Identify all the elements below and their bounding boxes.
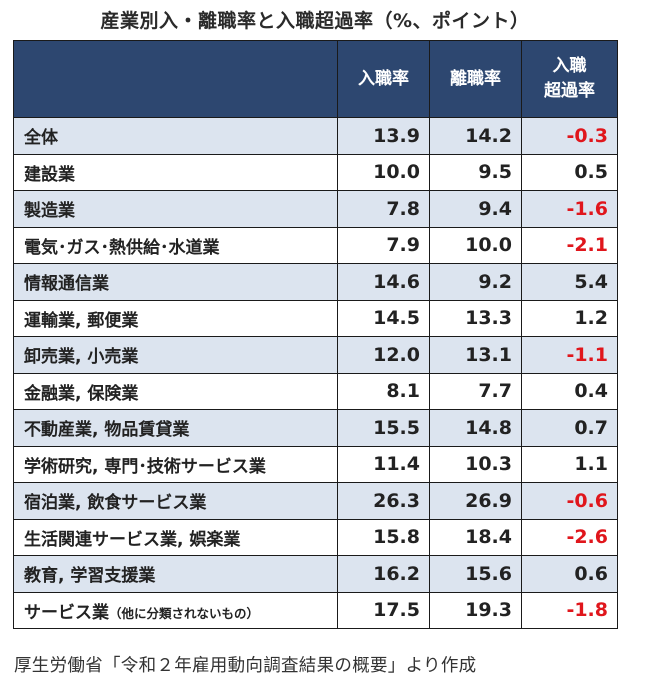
exit-rate-cell: 15.6: [429, 555, 522, 593]
industry-note: （他に分類されないもの）: [109, 605, 260, 621]
excess-rate-cell: 5.4: [521, 263, 618, 301]
table-row: 全体 13.9 14.2 -0.3: [13, 117, 618, 155]
table-row: 宿泊業, 飲食サービス業 26.3 26.9 -0.6: [13, 482, 618, 520]
entry-rate-cell: 7.8: [337, 190, 430, 228]
table-row: 教育, 学習支援業 16.2 15.6 0.6: [13, 555, 618, 593]
industry-name: 全体: [24, 128, 58, 149]
header-corner: [13, 40, 338, 118]
entry-rate-cell: 17.5: [337, 591, 430, 629]
table-row: 建設業 10.0 9.5 0.5: [13, 153, 618, 191]
industry-cell: 製造業: [13, 190, 338, 228]
excess-rate-cell: -2.1: [521, 226, 618, 264]
table-row: 不動産業, 物品賃貸業 15.5 14.8 0.7: [13, 409, 618, 447]
industry-name: サービス業: [24, 602, 109, 623]
table-row: 情報通信業 14.6 9.2 5.4: [13, 263, 618, 301]
industry-name: 運輸業, 郵便業: [24, 310, 139, 331]
exit-rate-cell: 10.3: [429, 445, 522, 483]
exit-rate-cell: 14.8: [429, 409, 522, 447]
exit-rate-cell: 26.9: [429, 482, 522, 520]
header-row: 入職率 離職率 入職超過率: [13, 40, 618, 118]
industry-name: 不動産業, 物品賃貸業: [24, 420, 190, 441]
industry-name: 教育, 学習支援業: [24, 566, 156, 587]
table-row: 生活関連サービス業, 娯楽業 15.8 18.4 -2.6: [13, 518, 618, 556]
industry-cell: 学術研究, 専門･技術サービス業: [13, 445, 338, 483]
excess-rate-cell: -2.6: [521, 518, 618, 556]
table-row: 学術研究, 専門･技術サービス業 11.4 10.3 1.1: [13, 445, 618, 483]
header-excess-line: 超過率: [544, 81, 595, 101]
industry-name: 卸売業, 小売業: [24, 347, 139, 368]
table-row: 卸売業, 小売業 12.0 13.1 -1.1: [13, 336, 618, 374]
entry-rate-cell: 13.9: [337, 117, 430, 155]
excess-rate-cell: -0.3: [521, 117, 618, 155]
table-title: 産業別入・離職率と入職超過率（%、ポイント）: [100, 10, 530, 32]
industry-name: 製造業: [24, 201, 75, 222]
excess-rate-cell: -1.6: [521, 190, 618, 228]
industry-cell: 不動産業, 物品賃貸業: [13, 409, 338, 447]
industry-cell: 教育, 学習支援業: [13, 555, 338, 593]
industry-name: 宿泊業, 飲食サービス業: [24, 493, 207, 514]
rates-table: 入職率 離職率 入職 超過率 全体 13.9 14.2 -0.3 建設業 10.0 9.5 0.…: [13, 40, 618, 629]
header-exit-rate: 離職率: [429, 40, 522, 118]
entry-rate-cell: 15.5: [337, 409, 430, 447]
industry-cell: 金融業, 保険業: [13, 372, 338, 410]
table-row: サービス業（他に分類されないもの） 17.5 19.3 -1.8: [13, 591, 618, 629]
exit-rate-cell: 10.0: [429, 226, 522, 264]
excess-rate-cell: 0.7: [521, 409, 618, 447]
exit-rate-cell: 19.3: [429, 591, 522, 629]
entry-rate-cell: 11.4: [337, 445, 430, 483]
excess-rate-cell: 1.2: [521, 299, 618, 337]
header-excess-rate: 入職 超過率: [521, 40, 618, 118]
excess-rate-cell: -1.1: [521, 336, 618, 374]
industry-name: 学術研究, 専門･技術サービス業: [24, 456, 266, 477]
table-row: 製造業 7.8 9.4 -1.6: [13, 190, 618, 228]
table-body: 全体 13.9 14.2 -0.3 建設業 10.0 9.5 0.5 製造業 7.8 9.4 -1.6…: [13, 117, 618, 629]
exit-rate-cell: 13.3: [429, 299, 522, 337]
industry-cell: 全体: [13, 117, 338, 155]
excess-rate-cell: 1.1: [521, 445, 618, 483]
industry-cell: 情報通信業: [13, 263, 338, 301]
industry-name: 情報通信業: [24, 274, 109, 295]
industry-name: 金融業, 保険業: [24, 383, 139, 404]
table-row: 電気･ガス･熱供給･水道業 7.9 10.0 -2.1: [13, 226, 618, 264]
industry-name: 生活関連サービス業, 娯楽業: [24, 529, 241, 550]
table-row: 運輸業, 郵便業 14.5 13.3 1.2: [13, 299, 618, 337]
exit-rate-cell: 13.1: [429, 336, 522, 374]
entry-rate-cell: 14.5: [337, 299, 430, 337]
header-excess-line: 入職: [552, 56, 587, 77]
entry-rate-cell: 7.9: [337, 226, 430, 264]
industry-cell: 宿泊業, 飲食サービス業: [13, 482, 338, 520]
industry-name: 電気･ガス･熱供給･水道業: [24, 237, 220, 258]
entry-rate-cell: 16.2: [337, 555, 430, 593]
excess-rate-cell: 0.6: [521, 555, 618, 593]
entry-rate-cell: 14.6: [337, 263, 430, 301]
entry-rate-cell: 12.0: [337, 336, 430, 374]
entry-rate-cell: 15.8: [337, 518, 430, 556]
excess-rate-cell: -1.8: [521, 591, 618, 629]
entry-rate-cell: 8.1: [337, 372, 430, 410]
exit-rate-cell: 7.7: [429, 372, 522, 410]
industry-cell: 建設業: [13, 153, 338, 191]
exit-rate-cell: 14.2: [429, 117, 522, 155]
excess-rate-cell: 0.5: [521, 153, 618, 191]
entry-rate-cell: 26.3: [337, 482, 430, 520]
source-note: 厚生労働省「令和２年雇用動向調査結果の概要」より作成: [14, 656, 477, 676]
industry-cell: サービス業（他に分類されないもの）: [13, 591, 338, 629]
entry-rate-cell: 10.0: [337, 153, 430, 191]
header-entry-rate: 入職率: [337, 40, 430, 118]
exit-rate-cell: 9.2: [429, 263, 522, 301]
industry-cell: 生活関連サービス業, 娯楽業: [13, 518, 338, 556]
excess-rate-cell: -0.6: [521, 482, 618, 520]
exit-rate-cell: 9.4: [429, 190, 522, 228]
industry-cell: 電気･ガス･熱供給･水道業: [13, 226, 338, 264]
industry-name: 建設業: [24, 164, 75, 185]
industry-cell: 運輸業, 郵便業: [13, 299, 338, 337]
excess-rate-cell: 0.4: [521, 372, 618, 410]
table-row: 金融業, 保険業 8.1 7.7 0.4: [13, 372, 618, 410]
industry-cell: 卸売業, 小売業: [13, 336, 338, 374]
exit-rate-cell: 18.4: [429, 518, 522, 556]
exit-rate-cell: 9.5: [429, 153, 522, 191]
